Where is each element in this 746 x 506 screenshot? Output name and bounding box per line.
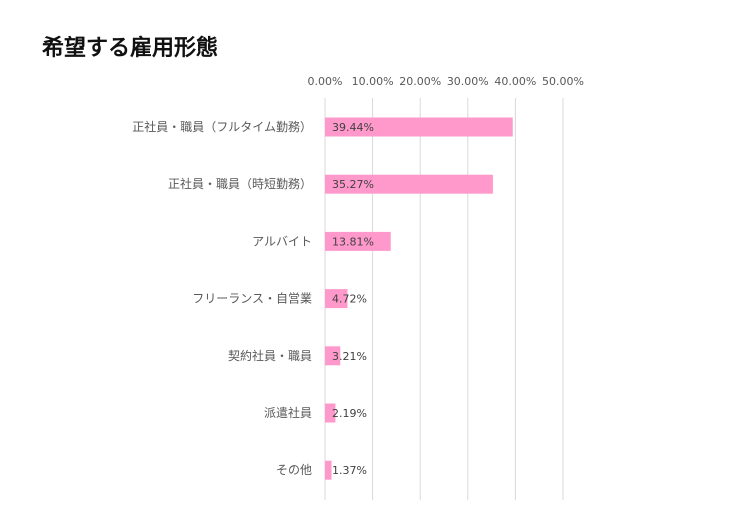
- category-label: 正社員・職員（フルタイム勤務）: [132, 119, 312, 134]
- category-label: フリーランス・自営業: [192, 292, 312, 306]
- bar: [325, 460, 332, 480]
- category-label: 正社員・職員（時短勤務）: [168, 176, 312, 191]
- bar: [325, 289, 348, 309]
- x-tick-label: 30.00%: [447, 75, 489, 88]
- category-label: 契約社員・職員: [228, 348, 312, 363]
- chart-title: 希望する雇用形態: [42, 36, 219, 61]
- bar: [325, 174, 493, 194]
- bar: [325, 117, 513, 137]
- data-label: 39.44%: [332, 121, 374, 134]
- category-label: その他: [276, 463, 312, 477]
- data-label: 1.37%: [332, 464, 367, 477]
- x-tick-label: 50.00%: [542, 75, 584, 88]
- category-label: アルバイト: [252, 234, 312, 248]
- category-label: 派遣社員: [264, 405, 312, 420]
- x-tick-label: 10.00%: [352, 75, 394, 88]
- x-tick-label: 0.00%: [308, 75, 343, 88]
- data-label: 2.19%: [332, 407, 367, 420]
- data-label: 3.21%: [332, 350, 367, 363]
- bar: [325, 231, 391, 251]
- data-label: 13.81%: [332, 235, 374, 248]
- bar: [325, 346, 341, 366]
- x-tick-label: 40.00%: [494, 75, 536, 88]
- data-label: 35.27%: [332, 178, 374, 191]
- x-tick-label: 20.00%: [399, 75, 441, 88]
- bar: [325, 403, 336, 423]
- data-label: 4.72%: [332, 293, 367, 306]
